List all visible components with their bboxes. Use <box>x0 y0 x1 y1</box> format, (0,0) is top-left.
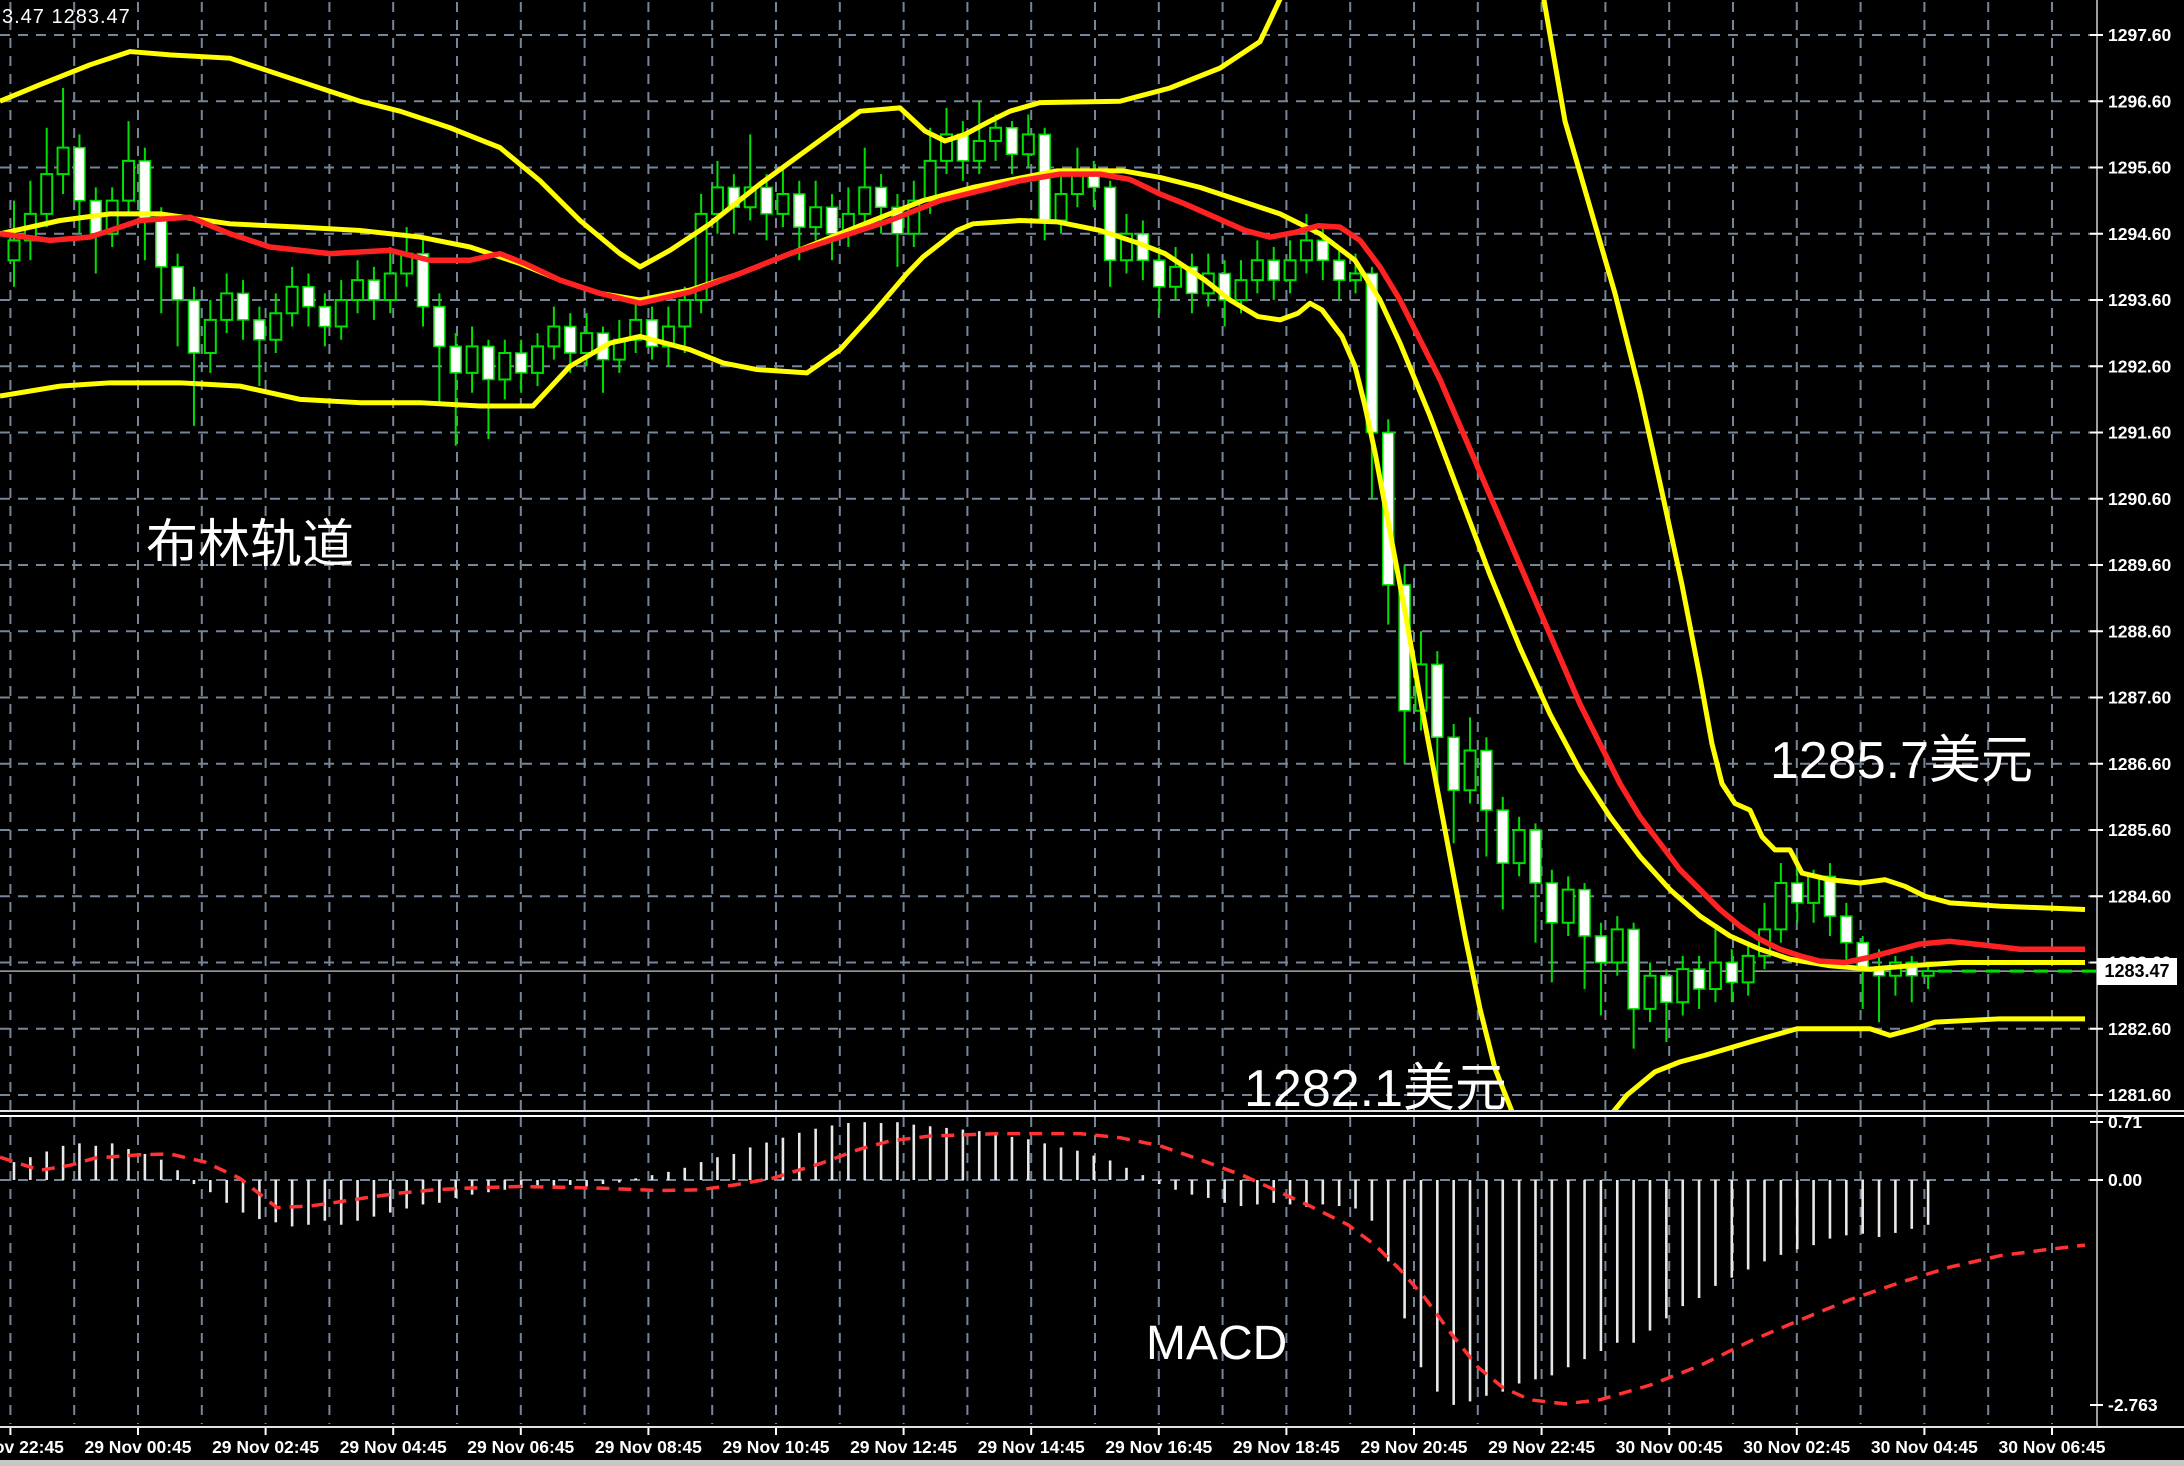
time-axis-label: 30 Nov 00:45 <box>1616 1437 1723 1457</box>
time-axis[interactable]: 28 Nov 22:45 29 Nov 00:45 29 Nov 02:45 29 N… <box>0 1428 2106 1457</box>
price-axis-label: 1289.60 <box>2108 555 2172 575</box>
price-axis-label: 1284.60 <box>2108 886 2172 906</box>
macd-axis-label: -2.763 <box>2108 1395 2158 1415</box>
price-axis-label: 1291.60 <box>2108 423 2172 443</box>
price-axis-label: 1286.60 <box>2108 754 2172 774</box>
bollinger-lower-line <box>0 218 2085 1111</box>
time-axis-label: 29 Nov 16:45 <box>1105 1437 1212 1457</box>
ohlc-readout: 3.47 1283.47 <box>2 6 131 28</box>
time-axis-label: 29 Nov 02:45 <box>212 1437 319 1457</box>
time-axis-label: 29 Nov 06:45 <box>467 1437 574 1457</box>
time-axis-label: 29 Nov 12:45 <box>850 1437 957 1457</box>
macd-histogram-layer <box>12 1122 1930 1405</box>
price-axis-label: 1288.60 <box>2108 621 2172 641</box>
time-axis-label: 29 Nov 20:45 <box>1360 1437 1467 1457</box>
price-axis-label: 1294.60 <box>2108 224 2172 244</box>
price-axis-label: 1293.60 <box>2108 290 2172 310</box>
price-axis-label: 1292.60 <box>2108 356 2172 376</box>
time-axis-label: 29 Nov 22:45 <box>1488 1437 1595 1457</box>
bollinger-band-label[interactable]: 布林轨道 <box>146 516 355 574</box>
time-axis-label: 30 Nov 04:45 <box>1871 1437 1978 1457</box>
macd-axis-label: 0.71 <box>2108 1112 2142 1132</box>
time-axis-label: 29 Nov 00:45 <box>84 1437 191 1457</box>
time-axis-label: 28 Nov 22:45 <box>0 1437 64 1457</box>
price-axis-label: 1296.60 <box>2108 91 2172 111</box>
time-axis-label: 29 Nov 14:45 <box>978 1437 1085 1457</box>
grid-layer <box>0 2 2096 1424</box>
price-axis-label: 1281.60 <box>2108 1085 2172 1105</box>
ma-red-line <box>0 171 2085 966</box>
price-axis-label: 1290.60 <box>2108 489 2172 509</box>
bollinger-upper-line <box>0 0 2086 912</box>
macd-signal-line <box>0 1131 2086 1406</box>
time-axis-label: 29 Nov 04:45 <box>340 1437 447 1457</box>
lower-band-price-label[interactable]: 1282.1美元 <box>1244 1060 1508 1118</box>
price-axis-label: 1297.60 <box>2108 25 2172 45</box>
bollinger-middle-line <box>0 168 2085 972</box>
upper-band-price-label[interactable]: 1285.7美元 <box>1770 732 2034 790</box>
macd-axis-label: 0.00 <box>2108 1170 2142 1190</box>
time-axis-label: 29 Nov 08:45 <box>595 1437 702 1457</box>
current-price-tag: 1283.47 <box>2097 958 2177 985</box>
price-axis-label: 1282.60 <box>2108 1019 2172 1039</box>
time-axis-label: 29 Nov 10:45 <box>722 1437 829 1457</box>
price-axis-label: 1287.60 <box>2108 688 2172 708</box>
price-axis-label: 1285.60 <box>2108 820 2172 840</box>
macd-indicator-label[interactable]: MACD <box>1146 1317 1288 1370</box>
price-axis-label: 1295.60 <box>2108 158 2172 178</box>
time-axis-label: 30 Nov 06:45 <box>1998 1437 2105 1457</box>
time-axis-label: 30 Nov 02:45 <box>1743 1437 1850 1457</box>
window-bottom-edge <box>0 1460 2184 1466</box>
time-axis-label: 29 Nov 18:45 <box>1233 1437 1340 1457</box>
